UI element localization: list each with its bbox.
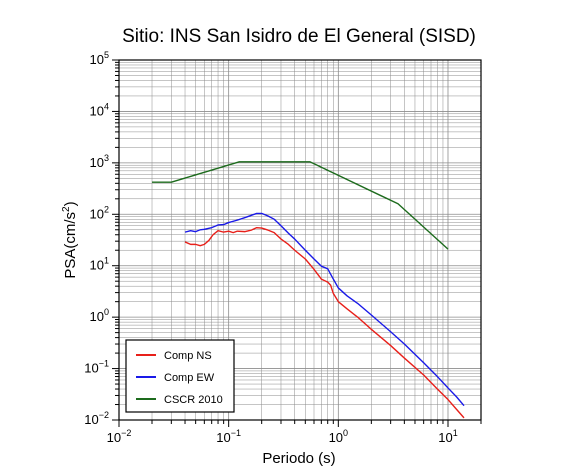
y-tick-label-base: 10	[84, 361, 98, 376]
x-axis-label: Periodo (s)	[262, 450, 335, 467]
y-tick-label-base: 10	[84, 412, 98, 427]
series-line-2	[152, 161, 449, 250]
x-tick-labels: 10−2 10−1 100 101	[107, 428, 458, 445]
plot-frame	[118, 59, 482, 421]
y-tick-label-exp: 4	[104, 101, 109, 111]
x-tick-label-exp: −2	[121, 428, 131, 438]
y-tick-label-exp: 2	[104, 204, 109, 214]
x-tick-label-base: 10	[107, 430, 121, 445]
y-axis-label-close: )	[62, 201, 79, 206]
y-tick-label-base: 10	[90, 52, 104, 67]
y-tick-label: 101	[90, 256, 109, 273]
y-tick-label-exp: 3	[104, 153, 109, 163]
x-tick-label: 101	[438, 428, 457, 445]
series-line-1	[184, 212, 465, 407]
legend-label-2: CSCR 2010	[164, 394, 223, 406]
y-axis-label-base: PSA(cm/s	[62, 212, 79, 279]
y-tick-label: 100	[90, 307, 109, 324]
y-axis-label-exp: 2	[61, 206, 72, 212]
y-tick-label-exp: 1	[104, 256, 109, 266]
y-axis-label: PSA(cm/s2)	[61, 201, 79, 278]
x-tick-label: 100	[329, 428, 348, 445]
y-tick-label-exp: −2	[99, 410, 109, 420]
y-tick-label-exp: 5	[104, 50, 109, 60]
y-tick-label: 105	[90, 50, 109, 67]
axis-ticks	[112, 59, 482, 427]
x-tick-label-base: 10	[216, 430, 230, 445]
y-tick-label-base: 10	[90, 103, 104, 118]
x-tick-label-exp: −1	[231, 428, 241, 438]
y-tick-label-exp: −1	[99, 359, 109, 369]
x-tick-label-base: 10	[329, 430, 343, 445]
y-tick-label-base: 10	[90, 258, 104, 273]
x-tick-label: 10−2	[107, 428, 132, 445]
y-tick-label-exp: 0	[104, 307, 109, 317]
legend-label-1: Comp EW	[164, 372, 215, 384]
series-line-0	[184, 226, 465, 419]
y-tick-label-base: 10	[90, 309, 104, 324]
chart-title: Sitio: INS San Isidro de El General (SIS…	[122, 26, 476, 47]
y-tick-label: 102	[90, 204, 109, 221]
y-tick-label-base: 10	[90, 206, 104, 221]
y-tick-label: 103	[90, 153, 109, 170]
legend: Comp NS Comp EW CSCR 2010	[125, 339, 235, 413]
x-tick-label-base: 10	[438, 430, 452, 445]
series	[152, 161, 465, 419]
y-tick-label: 10−2	[84, 410, 109, 427]
y-tick-label: 10−1	[84, 359, 109, 376]
x-tick-label-exp: 0	[343, 428, 348, 438]
legend-label-0: Comp NS	[164, 350, 212, 362]
y-tick-label-base: 10	[90, 155, 104, 170]
x-tick-label-exp: 1	[453, 428, 458, 438]
y-tick-label: 104	[90, 101, 109, 118]
x-tick-label: 10−1	[216, 428, 241, 445]
